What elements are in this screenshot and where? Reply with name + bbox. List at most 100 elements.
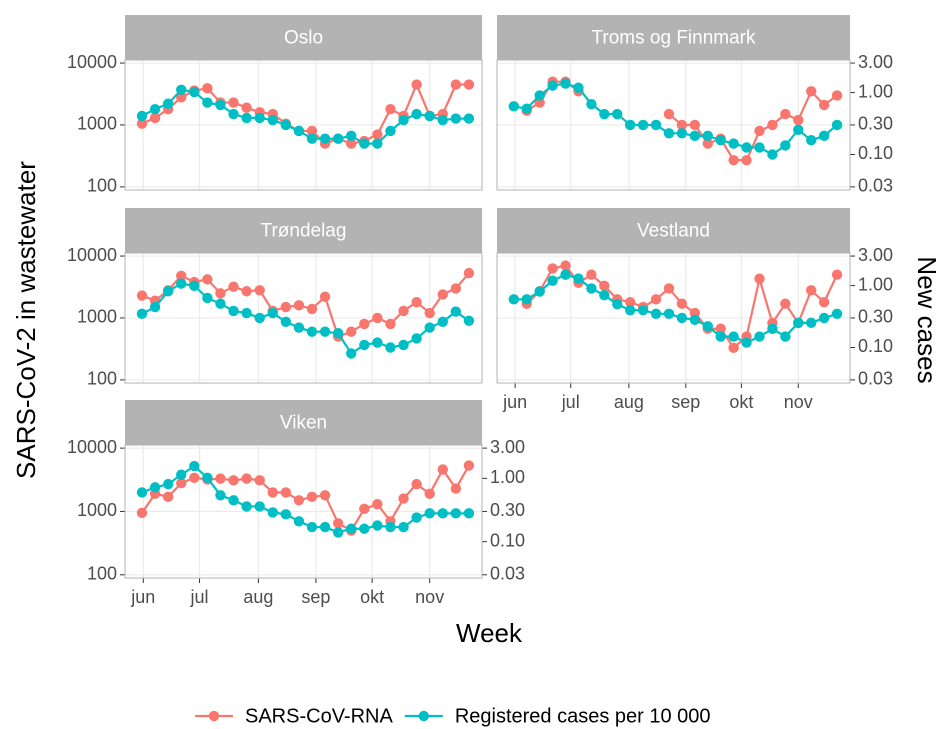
y2-tick-label: 0.30 [858,114,893,134]
point [715,331,726,342]
x-tick-label: jun [130,587,155,607]
point [215,490,226,501]
point [521,103,532,114]
x-tick-label: sep [301,587,330,607]
point [280,487,292,498]
point [346,130,357,142]
point [676,119,688,131]
x-axis-title: Week [456,618,523,648]
point [398,493,409,504]
point [319,326,331,337]
point [176,278,187,289]
point [728,331,739,342]
point [176,477,187,489]
point [359,503,370,515]
point [411,512,422,523]
point [372,129,383,140]
point [663,308,675,320]
point [280,509,292,520]
point [702,130,713,142]
point [267,307,278,319]
point [162,286,174,297]
point [780,108,791,120]
point [793,317,804,329]
point [411,333,422,344]
point [689,314,701,326]
point [202,83,213,94]
y-tick-label: 100 [87,564,117,584]
point [560,78,571,89]
point [437,114,448,126]
point [754,142,765,153]
point [831,269,843,280]
x-tick-label: nov [415,587,444,607]
point [136,308,148,320]
point [372,312,383,324]
point [411,79,422,90]
point [689,119,701,131]
point [599,289,610,301]
point [241,307,252,319]
y-tick-label: 1000 [77,307,117,327]
point [346,523,357,534]
point [136,110,148,122]
y-tick-label: 10000 [67,52,117,72]
point [215,288,226,299]
point [346,348,357,359]
point [267,507,278,518]
point [463,460,475,471]
point [385,521,396,533]
point [534,286,545,297]
point [332,328,344,339]
point [280,119,292,131]
point [136,507,148,519]
point [306,491,318,503]
panel-border [496,252,851,384]
y2-tick-label: 0.10 [858,336,893,356]
point [437,289,448,300]
strip-label: Viken [280,413,327,434]
point [398,521,409,533]
point [689,130,701,142]
strip [125,15,482,60]
point [267,114,278,126]
point [202,274,213,285]
x-tick-label: okt [729,392,753,412]
point [424,508,435,519]
point [293,300,305,311]
point [346,138,357,149]
point [149,112,161,124]
legend-label: Registered cases per 10 000 [455,705,711,727]
point [715,323,726,334]
point [780,140,791,151]
point [586,283,597,294]
point [450,113,462,124]
point [385,342,396,353]
x-tick-label: sep [671,392,700,412]
point [346,326,357,337]
point [385,103,396,115]
point [254,501,265,512]
point [398,339,409,351]
point [372,499,383,510]
point [741,154,752,166]
point [332,518,344,529]
point [359,523,370,534]
point [637,119,649,131]
point [831,119,843,131]
point [663,128,675,139]
point [650,119,662,131]
point [372,520,383,531]
point [831,308,843,320]
point [136,487,148,498]
point [728,342,739,353]
point [319,490,331,501]
y2-tick-label: 1.00 [858,274,893,294]
point [149,301,161,313]
point [293,322,305,333]
point [228,281,239,292]
point [676,128,688,139]
y-tick-label: 10000 [67,245,117,265]
point [176,84,187,95]
